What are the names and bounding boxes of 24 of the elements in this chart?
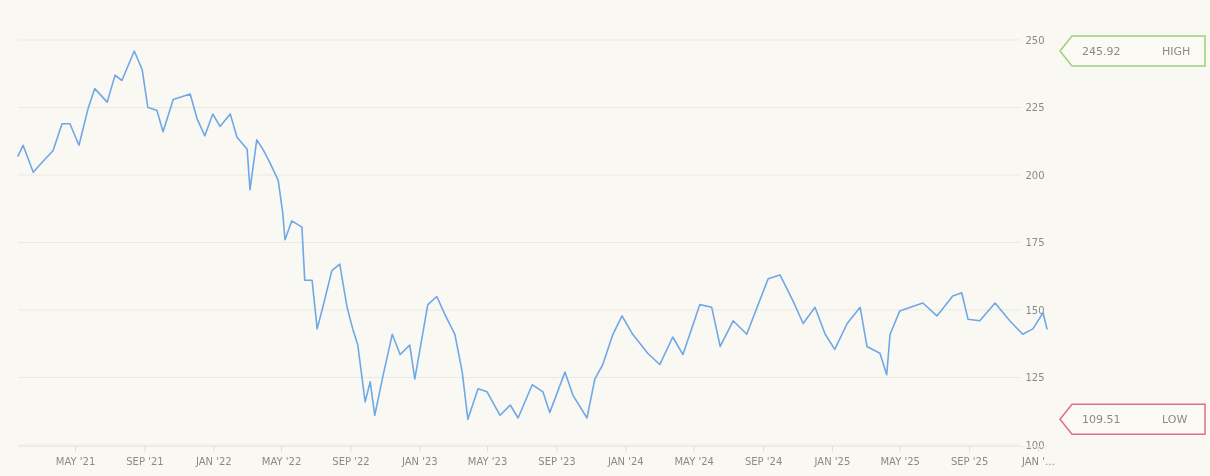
x-tick-label: JAN '… bbox=[1020, 456, 1055, 468]
y-tick-label: 200 bbox=[1025, 169, 1045, 181]
y-tick-label: 125 bbox=[1025, 372, 1045, 384]
x-tick-label: SEP '23 bbox=[538, 456, 576, 468]
line-series bbox=[17, 50, 1048, 421]
y-tick-label: 175 bbox=[1025, 237, 1045, 249]
y-tick-label: 250 bbox=[1025, 34, 1045, 46]
x-tick-label: MAY '22 bbox=[261, 456, 302, 468]
x-tick-label: SEP '24 bbox=[744, 456, 783, 468]
x-tick-label: MAY '23 bbox=[467, 456, 508, 468]
x-tick-label: JAN '23 bbox=[400, 456, 438, 468]
x-tick-label: SEP '21 bbox=[126, 456, 164, 468]
x-tick-label: JAN '24 bbox=[606, 456, 644, 468]
x-tick-label: JAN '25 bbox=[813, 456, 851, 468]
x-tick-label: MAY '25 bbox=[880, 456, 920, 468]
text: 245.92 HIGH bbox=[1082, 45, 1191, 59]
y-tick-label: 225 bbox=[1025, 102, 1045, 114]
x-tick-label: SEP '22 bbox=[332, 456, 370, 468]
x-tick-label: MAY '24 bbox=[674, 456, 714, 468]
x-tick-label: SEP '25 bbox=[950, 456, 989, 468]
x-tick-label: JAN '22 bbox=[194, 456, 232, 468]
y-tick-label: 150 bbox=[1025, 304, 1045, 316]
x-tick-label: MAY '21 bbox=[55, 456, 96, 468]
text: 109.51 LOW bbox=[1082, 413, 1188, 427]
